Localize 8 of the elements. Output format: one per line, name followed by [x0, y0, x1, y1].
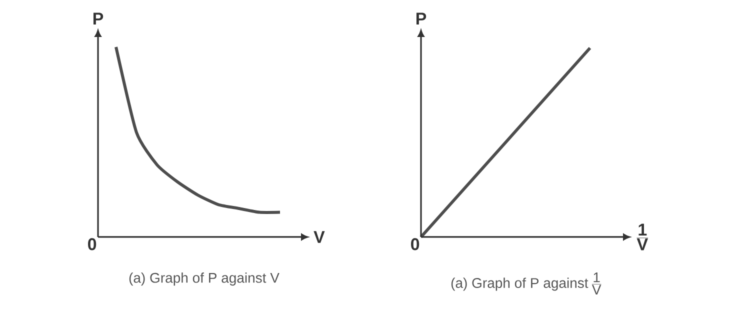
x-axis-title: $\frac{\mbox{\bfseries 1}}{\mbox{\bfseries V}}$	[636, 224, 648, 250]
y-axis-title: P	[416, 12, 426, 24]
text: 0	[411, 238, 420, 250]
text: $\mbox{(a) Graph of P against}\,\frac{\mbox{1}}{\mbox{V}}$	[451, 272, 602, 294]
text: 0	[88, 238, 96, 250]
y-axis-title: P	[93, 12, 104, 24]
x-axis-title: V	[314, 231, 325, 243]
text: (a) Graph of P against V	[129, 272, 280, 286]
